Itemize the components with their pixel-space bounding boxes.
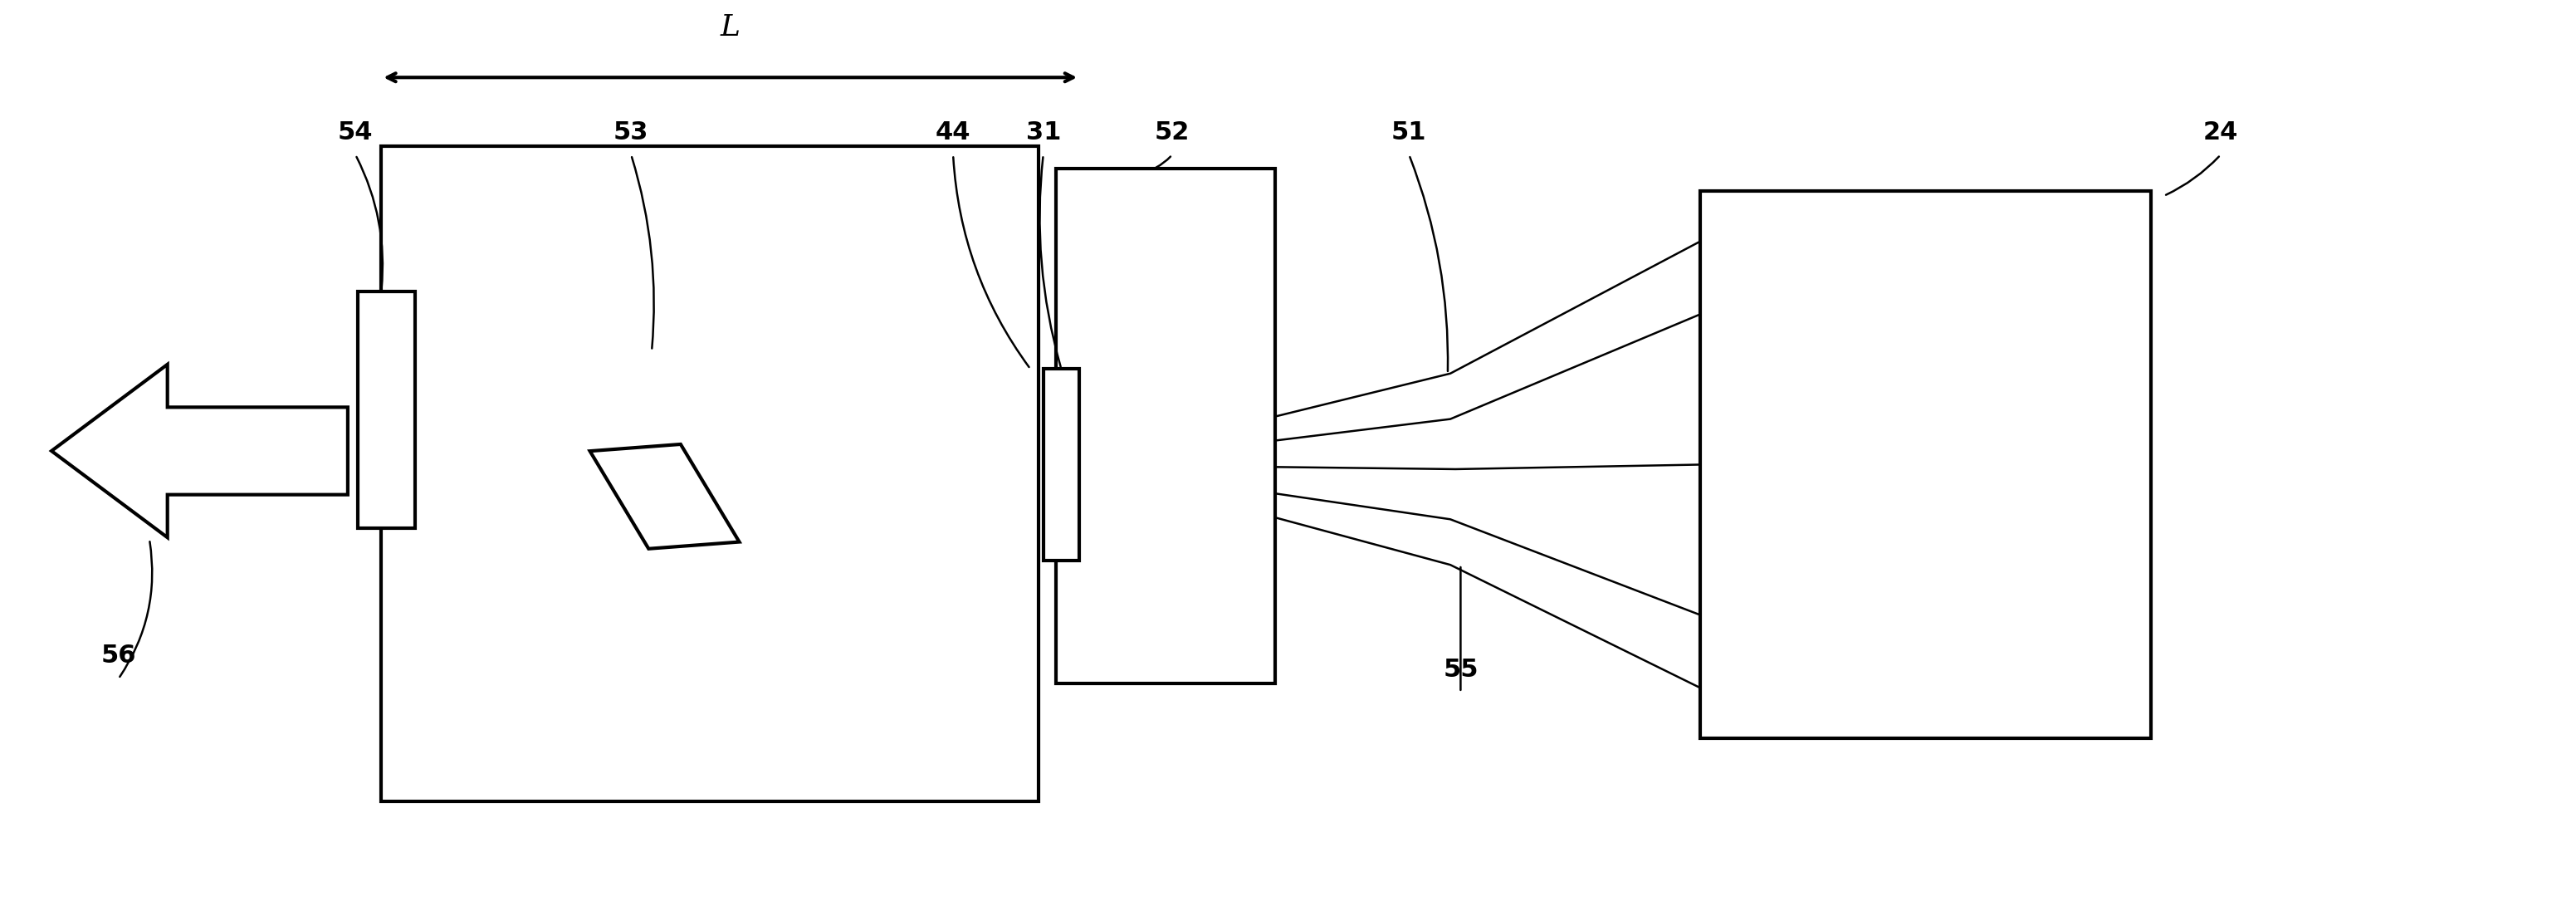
Text: 31: 31 — [1025, 120, 1061, 144]
Bar — [1056, 169, 1275, 683]
Text: L: L — [721, 14, 739, 41]
Bar — [1043, 369, 1079, 560]
Text: 54: 54 — [337, 120, 374, 144]
Text: 56: 56 — [100, 644, 137, 668]
Bar — [358, 292, 415, 528]
Text: 51: 51 — [1391, 120, 1427, 144]
Text: 44: 44 — [935, 120, 971, 144]
Text: 53: 53 — [613, 120, 649, 144]
Polygon shape — [590, 445, 739, 548]
Polygon shape — [52, 364, 348, 537]
Bar — [381, 146, 1038, 802]
Text: 55: 55 — [1443, 658, 1479, 681]
Bar — [1700, 191, 2151, 738]
Text: 52: 52 — [1154, 120, 1190, 144]
Text: 24: 24 — [2202, 120, 2239, 144]
